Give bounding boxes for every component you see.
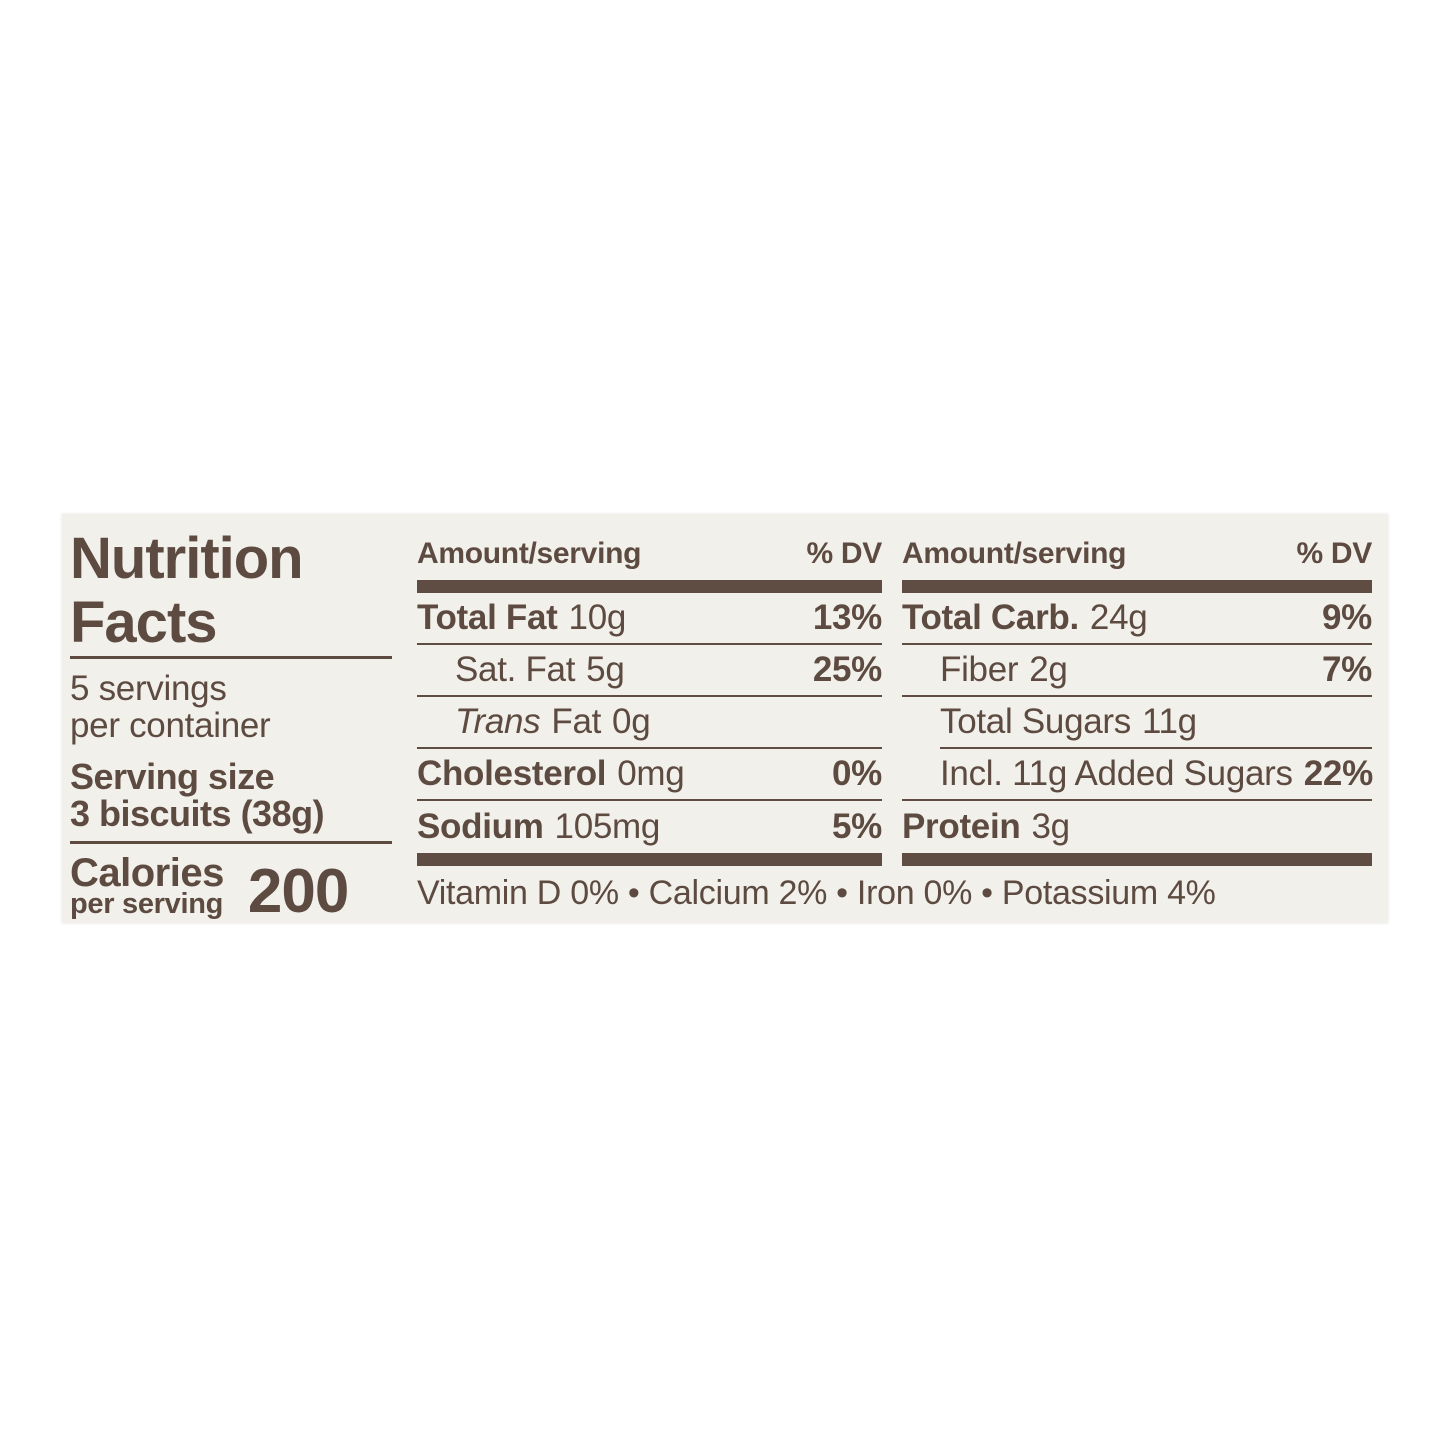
nutrient-name: Fat [551, 702, 602, 741]
nutrient-amount: 5g [586, 650, 625, 689]
label-left-panel: Nutrition Facts 5 servings per container… [70, 514, 410, 926]
divider-thick [417, 580, 882, 593]
divider-thick [902, 580, 1372, 593]
row-sodium: Sodium 105mg 5% [417, 801, 882, 853]
servings-count: 5 servings [70, 669, 227, 708]
nutrient-name: Incl. 11g Added Sugars [940, 754, 1293, 793]
calories-label: Calories [70, 851, 224, 895]
column-header: Amount/serving % DV [902, 514, 1372, 580]
percent-dv-header: % DV [1296, 537, 1373, 570]
divider-thick [417, 853, 882, 866]
nutrient-name: Total Carb. [902, 598, 1079, 637]
divider-thick [902, 853, 1372, 866]
row-added-sugars: Incl. 11g Added Sugars 22% [902, 749, 1373, 801]
label-title-line2: Facts [70, 590, 218, 655]
nutrient-column-fat-sodium: Amount/serving % DV Total Fat 10g 13% Sa… [417, 514, 882, 866]
row-cholesterol: Cholesterol 0mg 0% [417, 749, 882, 801]
nutrient-amount: 10g [568, 598, 627, 637]
amount-serving-header: Amount/serving [417, 537, 642, 570]
nutrient-amount: 0mg [617, 754, 685, 793]
column-header: Amount/serving % DV [417, 514, 882, 580]
micronutrients-text: Vitamin D 0% • Calcium 2% • Iron 0% • Po… [417, 874, 1216, 912]
divider-thin [70, 841, 392, 844]
nutrient-dv: 25% [812, 650, 882, 689]
nutrient-dv: 13% [812, 598, 882, 637]
serving-size-value: 3 biscuits (38g) [70, 793, 325, 834]
nutrient-amount: 3g [1031, 807, 1070, 846]
servings-per: per container [70, 706, 271, 745]
row-total-sugars: Total Sugars 11g [902, 697, 1372, 747]
row-fiber: Fiber 2g 7% [902, 645, 1372, 697]
calories-block: Calories per serving 200 [70, 851, 410, 926]
nutrient-amount: 105mg [554, 807, 661, 846]
row-sat-fat: Sat. Fat 5g 25% [417, 645, 882, 697]
percent-dv-header: % DV [806, 537, 883, 570]
nutrient-dv: 22% [1303, 754, 1373, 793]
serving-size-label: Serving size [70, 756, 275, 797]
label-title: Nutrition Facts [70, 527, 410, 655]
calories-labels: Calories per serving [70, 851, 224, 920]
nutrient-dv: 0% [832, 754, 882, 793]
calories-value: 200 [247, 857, 349, 926]
row-total-fat: Total Fat 10g 13% [417, 593, 882, 645]
calories-sublabel: per serving [70, 888, 224, 920]
nutrient-name-italic: Trans [455, 702, 541, 741]
nutrient-column-carb-protein: Amount/serving % DV Total Carb. 24g 9% F… [902, 514, 1373, 866]
nutrient-name: Sat. Fat [455, 650, 576, 689]
nutrient-name: Total Sugars [940, 702, 1131, 741]
nutrient-amount: 2g [1029, 650, 1068, 689]
nutrient-amount: 24g [1089, 598, 1148, 637]
micronutrients-footer: Vitamin D 0% • Calcium 2% • Iron 0% • Po… [417, 866, 1372, 921]
row-trans-fat: Trans Fat 0g [417, 697, 882, 749]
nutrient-name: Sodium [417, 807, 544, 846]
nutrient-name: Cholesterol [417, 754, 607, 793]
nutrient-name: Fiber [940, 650, 1019, 689]
divider-thin-indented [940, 747, 1372, 749]
nutrient-name: Total Fat [417, 598, 558, 637]
nutrient-amount: 0g [612, 702, 651, 741]
nutrient-dv: 9% [1322, 598, 1372, 637]
serving-size: Serving size 3 biscuits (38g) [70, 758, 410, 832]
amount-serving-header: Amount/serving [902, 537, 1127, 570]
nutrient-amount: 11g [1141, 702, 1197, 741]
nutrient-dv: 7% [1322, 650, 1372, 689]
servings-per-container: 5 servings per container [70, 670, 410, 744]
row-protein: Protein 3g [902, 801, 1372, 853]
row-total-carb: Total Carb. 24g 9% [902, 593, 1372, 645]
nutrition-facts-label: Nutrition Facts 5 servings per container… [62, 514, 1388, 923]
nutrient-dv: 5% [832, 807, 882, 846]
label-title-line1: Nutrition [70, 526, 304, 591]
nutrient-name: Protein [902, 807, 1021, 846]
divider-thin [70, 656, 392, 659]
